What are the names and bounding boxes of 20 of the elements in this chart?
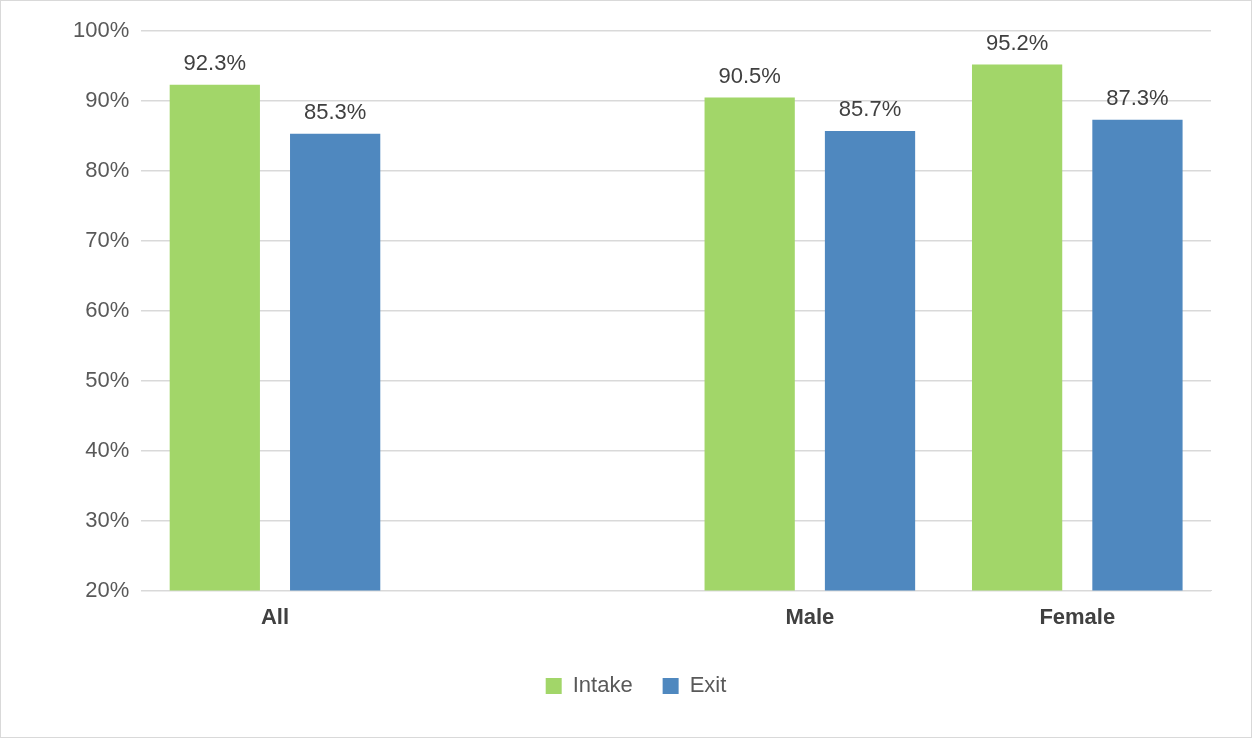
y-tick-label: 20%	[85, 576, 130, 602]
legend-label: Exit	[689, 672, 727, 698]
data-label: 95.2%	[985, 29, 1049, 55]
x-tick-label: Male	[785, 603, 835, 629]
y-tick-label: 40%	[85, 436, 130, 462]
x-tick-label: Female	[1039, 603, 1116, 629]
y-tick-label: 60%	[85, 296, 130, 322]
data-label: 90.5%	[718, 62, 781, 88]
y-tick-label: 80%	[85, 156, 130, 182]
y-tick-label: 50%	[85, 366, 130, 392]
legend-label: Intake	[572, 672, 633, 698]
data-label: 87.3%	[1106, 84, 1169, 110]
y-tick-label: 100%	[72, 17, 130, 43]
x-tick-label: All	[260, 603, 290, 629]
data-label: 85.3%	[303, 98, 367, 124]
data-label: 92.3%	[183, 49, 247, 75]
y-tick-label: 90%	[85, 87, 130, 113]
y-tick-label: 30%	[85, 506, 130, 532]
y-tick-label: 70%	[85, 226, 130, 252]
data-label: 85.7%	[838, 96, 902, 122]
